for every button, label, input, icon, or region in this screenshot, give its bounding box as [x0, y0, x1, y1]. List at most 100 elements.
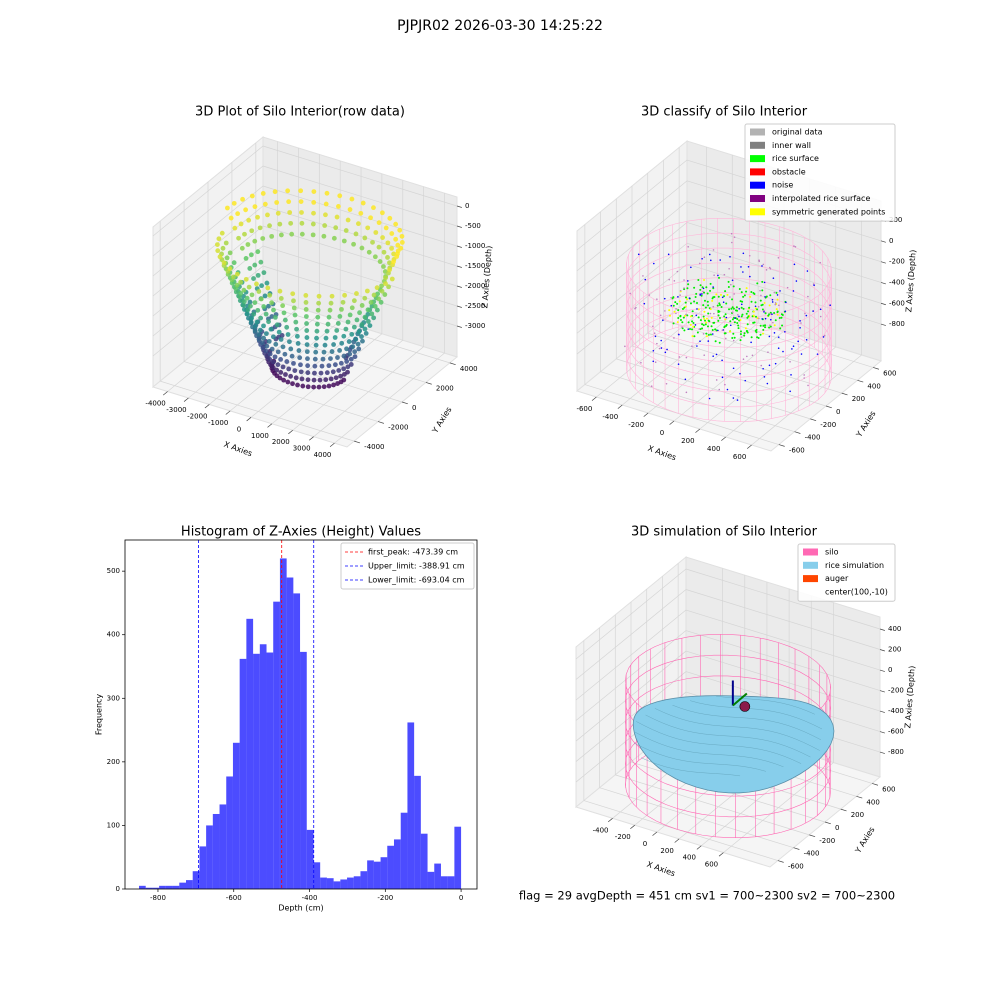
point: [273, 341, 279, 347]
point: [709, 259, 712, 262]
point: [731, 337, 734, 340]
point: [303, 293, 309, 298]
point: [726, 388, 729, 391]
tick-mark: [183, 397, 189, 402]
mesh-line: [645, 714, 811, 758]
point: [283, 372, 288, 377]
point: [740, 291, 743, 294]
point: [362, 314, 368, 320]
point: [718, 276, 721, 279]
tick-mark: [695, 428, 701, 433]
point: [776, 311, 779, 314]
point: [662, 319, 664, 321]
point: [245, 307, 251, 313]
point: [776, 313, 779, 316]
point: [387, 215, 393, 221]
point: [293, 319, 299, 325]
tick-mark: [456, 325, 462, 328]
point: [724, 318, 727, 321]
grid-line: [615, 774, 810, 836]
point: [766, 382, 769, 385]
point: [672, 296, 675, 299]
grid-line: [685, 650, 881, 712]
point: [705, 321, 708, 324]
point: [684, 296, 687, 299]
y-axis-label: Frequency: [95, 694, 104, 736]
tick-mark: [696, 845, 702, 850]
point: [356, 329, 362, 335]
bar: [347, 877, 354, 889]
point: [731, 241, 733, 244]
point: [365, 225, 371, 231]
point: [255, 272, 261, 278]
tick-mark: [401, 401, 408, 405]
point: [272, 314, 278, 320]
x-axis-label: Depth (cm): [278, 904, 323, 913]
tick-mark: [880, 240, 886, 243]
point: [275, 362, 281, 368]
point: [736, 321, 739, 324]
point: [295, 341, 301, 346]
point: [677, 309, 680, 312]
point: [721, 296, 724, 299]
point: [668, 309, 671, 312]
point: [290, 291, 296, 297]
tick-mark: [746, 444, 752, 449]
point: [748, 254, 751, 257]
point: [305, 356, 310, 362]
point: [297, 355, 303, 361]
point: [746, 316, 749, 319]
point: [269, 300, 274, 306]
point: [675, 308, 677, 310]
point: [668, 314, 671, 317]
point: [761, 280, 764, 283]
point: [327, 307, 333, 313]
auger: [739, 701, 751, 712]
point: [682, 316, 685, 319]
point: [742, 307, 745, 310]
x-tick-label: -400: [602, 413, 618, 421]
point: [338, 379, 344, 385]
point: [777, 336, 780, 338]
point: [252, 300, 258, 306]
point: [386, 284, 391, 290]
point: [215, 248, 221, 254]
tick-mark: [879, 649, 885, 652]
point: [685, 313, 687, 316]
point: [779, 327, 782, 330]
tick-mark: [674, 838, 680, 843]
point: [339, 340, 345, 346]
legend-label: Upper_limit: -388.91 cm: [368, 562, 465, 571]
point: [771, 301, 774, 303]
point: [750, 336, 753, 339]
point: [349, 305, 355, 311]
point: [659, 314, 662, 317]
point: [231, 274, 236, 280]
point: [285, 188, 291, 194]
x-tick-label: -400: [593, 826, 609, 834]
point: [257, 327, 263, 333]
point: [812, 283, 815, 285]
tick-mark: [841, 392, 848, 396]
point: [298, 362, 303, 368]
tick-mark: [856, 795, 863, 799]
point: [702, 287, 705, 290]
point: [332, 362, 338, 368]
bar: [253, 653, 260, 889]
z-tick-label: -200: [888, 687, 904, 695]
point: [763, 376, 766, 378]
tick-mark: [643, 412, 649, 417]
point: [712, 249, 715, 251]
point: [699, 288, 702, 291]
point: [342, 292, 348, 298]
bar: [360, 871, 368, 889]
grid-line: [576, 159, 688, 251]
point: [385, 240, 391, 246]
point: [261, 270, 267, 276]
point: [278, 357, 284, 362]
point: [693, 335, 696, 338]
point: [381, 249, 387, 255]
point: [777, 257, 780, 259]
point: [771, 298, 774, 301]
point: [703, 256, 706, 259]
